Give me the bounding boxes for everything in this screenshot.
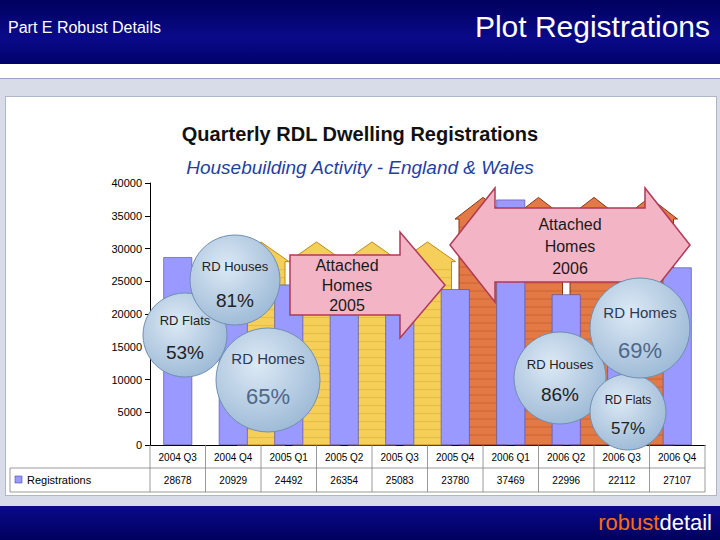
svg-text:RD Houses: RD Houses <box>527 357 594 372</box>
svg-text:22112: 22112 <box>608 475 636 486</box>
svg-text:RD Homes: RD Homes <box>603 304 676 321</box>
svg-text:2005 Q1: 2005 Q1 <box>270 452 309 463</box>
svg-text:RD Homes: RD Homes <box>231 350 304 367</box>
svg-text:35000: 35000 <box>111 210 142 222</box>
svg-text:Attached: Attached <box>315 257 378 274</box>
svg-text:Attached: Attached <box>538 216 601 233</box>
svg-text:69%: 69% <box>618 338 662 363</box>
svg-text:0: 0 <box>136 439 142 451</box>
svg-text:RD Flats: RD Flats <box>160 313 211 328</box>
svg-text:RD Flats: RD Flats <box>605 393 652 407</box>
svg-text:81%: 81% <box>216 290 254 311</box>
svg-text:Housebuilding Activity - Engla: Housebuilding Activity - England & Wales <box>186 157 534 178</box>
svg-text:2005 Q2: 2005 Q2 <box>325 452 364 463</box>
svg-text:53%: 53% <box>166 342 204 363</box>
svg-text:57%: 57% <box>611 419 645 438</box>
svg-text:24492: 24492 <box>275 475 303 486</box>
svg-text:2004 Q4: 2004 Q4 <box>214 452 253 463</box>
svg-text:20929: 20929 <box>219 475 247 486</box>
svg-text:5000: 5000 <box>118 406 142 418</box>
svg-text:37469: 37469 <box>497 475 525 486</box>
svg-text:Homes: Homes <box>545 238 596 255</box>
svg-text:30000: 30000 <box>111 243 142 255</box>
svg-text:2006: 2006 <box>552 260 588 277</box>
html-text:Part E Robust Details: Part E Robust Details <box>8 19 161 36</box>
svg-text:2006 Q4: 2006 Q4 <box>658 452 697 463</box>
svg-text:40000: 40000 <box>111 177 142 189</box>
svg-text:Homes: Homes <box>322 277 373 294</box>
svg-text:2006 Q3: 2006 Q3 <box>603 452 642 463</box>
svg-text:26354: 26354 <box>330 475 358 486</box>
svg-text:Registrations: Registrations <box>27 474 92 486</box>
svg-text:Quarterly RDL Dwelling Registr: Quarterly RDL Dwelling Registrations <box>182 123 538 145</box>
svg-text:2006 Q1: 2006 Q1 <box>492 452 531 463</box>
svg-text:23780: 23780 <box>441 475 469 486</box>
svg-text:22996: 22996 <box>552 475 580 486</box>
svg-text:20000: 20000 <box>111 308 142 320</box>
svg-text:25083: 25083 <box>386 475 414 486</box>
svg-text:28678: 28678 <box>164 475 192 486</box>
svg-text:10000: 10000 <box>111 374 142 386</box>
svg-text:65%: 65% <box>246 384 290 409</box>
svg-text:15000: 15000 <box>111 341 142 353</box>
html-text:Plot Registrations: Plot Registrations <box>474 10 710 43</box>
svg-text:2005 Q4: 2005 Q4 <box>436 452 475 463</box>
svg-text:25000: 25000 <box>111 275 142 287</box>
svg-text:2006 Q2: 2006 Q2 <box>547 452 586 463</box>
html-text:robust detail: robust detail <box>598 510 712 535</box>
svg-text:86%: 86% <box>541 384 579 405</box>
svg-text:RD Houses: RD Houses <box>202 259 269 274</box>
svg-text:27107: 27107 <box>663 475 691 486</box>
svg-text:2004 Q3: 2004 Q3 <box>159 452 198 463</box>
svg-text:2005: 2005 <box>329 297 365 314</box>
svg-text:2005 Q3: 2005 Q3 <box>381 452 420 463</box>
